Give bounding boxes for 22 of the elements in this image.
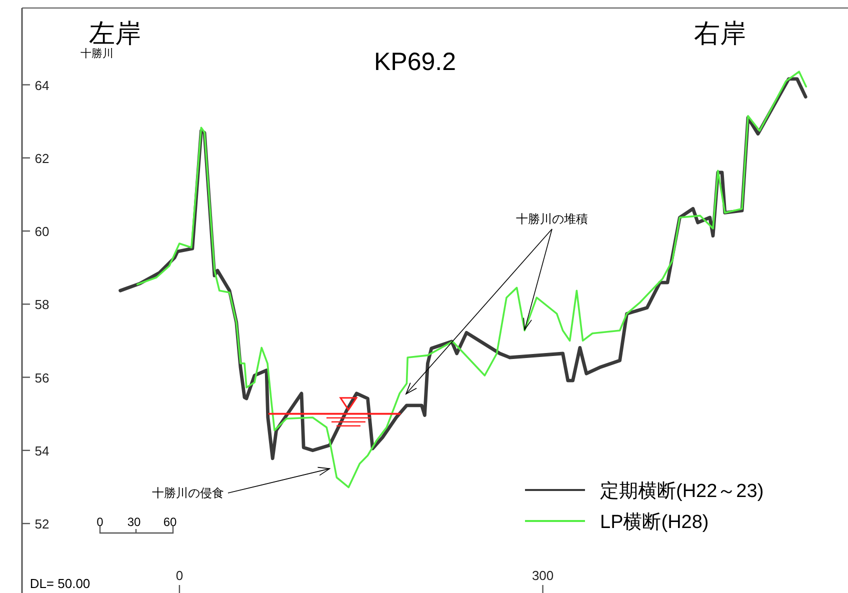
annotation: 十勝川 bbox=[80, 47, 114, 60]
y-tick-label: 52 bbox=[34, 516, 50, 532]
y-tick-label: 56 bbox=[34, 370, 50, 386]
annotation: 30 bbox=[127, 515, 141, 529]
legend-item: 定期横断(H22～23) bbox=[525, 481, 764, 502]
y-tick-label: 64 bbox=[34, 78, 50, 93]
legend-label: 定期横断(H22～23) bbox=[600, 480, 764, 502]
annotation: 0 bbox=[96, 515, 104, 529]
y-tick-label: 60 bbox=[34, 224, 50, 240]
annotation: 右岸 bbox=[694, 18, 746, 48]
x-tick-label: 300 bbox=[532, 568, 554, 583]
legend-label: LP横断(H28) bbox=[600, 512, 709, 533]
y-tick-label: 62 bbox=[34, 150, 50, 166]
legend-item: LP横断(H28) bbox=[525, 512, 709, 533]
annotation: 十勝川の堆積 bbox=[516, 212, 588, 226]
annotation: 60 bbox=[163, 515, 177, 529]
annotation: 左岸 bbox=[89, 18, 141, 48]
text: KP69.2 bbox=[374, 48, 456, 76]
annotation: DL= 50.00 bbox=[30, 576, 90, 591]
annotation: 十勝川の侵食 bbox=[152, 486, 224, 500]
y-tick-label: 54 bbox=[34, 443, 50, 458]
y-tick-label: 58 bbox=[34, 297, 50, 312]
